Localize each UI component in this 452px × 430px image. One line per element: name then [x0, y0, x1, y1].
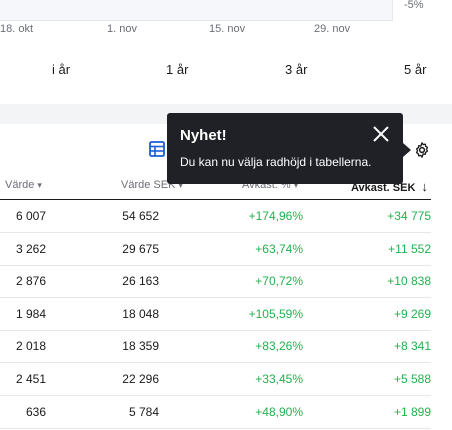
chart-section: -5% 18. okt 1. nov 15. nov 29. nov i år …	[0, 0, 452, 104]
tooltip-body: Du kan nu välja radhöjd i tabellerna.	[180, 155, 372, 169]
period-ytd-button[interactable]: i år	[52, 62, 71, 77]
period-3y-button[interactable]: 3 år	[285, 62, 308, 77]
column-header-label: Avkast. SEK	[351, 182, 416, 194]
chart-plot	[0, 0, 393, 21]
x-tick-label: 18. okt	[0, 23, 34, 35]
column-header-label: Värde	[5, 179, 35, 191]
gear-icon[interactable]	[413, 141, 431, 159]
arrow-down-icon: ↓	[421, 179, 428, 194]
close-icon[interactable]	[371, 124, 391, 144]
x-tick-label: 1. nov	[107, 23, 137, 35]
table-row[interactable]: 2 451 22 296 +33,45% +5 588	[0, 363, 431, 396]
table-cell: +1 899	[393, 404, 431, 419]
column-header-value-sek[interactable]: Värde SEK ▾	[121, 179, 183, 191]
table-cell: +174,96%	[248, 209, 303, 223]
table-cell: 636	[25, 404, 46, 419]
column-header-return-sek[interactable]: Avkast. SEK ↓	[351, 179, 428, 194]
table-cell: +5 588	[393, 372, 431, 386]
table-cell: +63,74%	[255, 241, 303, 256]
table-cell: +8 341	[393, 339, 431, 354]
table-cell: 18 048	[122, 306, 159, 321]
chevron-down-icon: ▾	[293, 180, 299, 190]
table-row[interactable]: 2 018 18 359 +83,26% +8 341	[0, 330, 431, 364]
tooltip-title: Nyhet!	[180, 127, 227, 144]
table-cell: 1 984	[15, 306, 46, 321]
y-axis-label: -5%	[404, 0, 424, 11]
table-cell: 5 784	[128, 404, 159, 419]
table-cell: 3 262	[15, 241, 46, 256]
table-row[interactable]: 6 007 54 652 +174,96% +34 775	[0, 200, 431, 233]
table-row[interactable]: 636 5 784 +48,90% +1 899	[0, 396, 431, 429]
column-header-value[interactable]: Värde ▾	[5, 179, 42, 191]
table-cell: 2 876	[15, 274, 46, 289]
table-cell: +10 838	[387, 274, 431, 289]
table-cell: +105,59%	[248, 306, 303, 321]
table-cell: 6 007	[15, 209, 46, 223]
table-row[interactable]: 1 984 18 048 +105,59% +9 269	[0, 298, 431, 331]
table-layout-icon[interactable]	[149, 141, 165, 157]
x-tick-label: 29. nov	[314, 23, 351, 35]
table-cell: +34 775	[387, 209, 431, 223]
period-5y-button[interactable]: 5 år	[404, 62, 427, 77]
table-cell: 26 163	[122, 274, 159, 289]
table-cell: 54 652	[122, 209, 159, 223]
table-cell: +33,45%	[255, 372, 303, 386]
table-cell: +83,26%	[255, 339, 303, 354]
table-cell: 2 451	[15, 372, 46, 386]
chevron-down-icon: ▾	[37, 180, 42, 190]
period-1y-button[interactable]: 1 år	[166, 62, 189, 77]
table-cell: +11 552	[388, 241, 431, 256]
table-cell: +9 269	[393, 306, 431, 321]
table-cell: 22 296	[122, 372, 159, 386]
table-row[interactable]: 3 262 29 675 +63,74% +11 552	[0, 233, 431, 266]
table-cell: +70,72%	[255, 274, 303, 289]
feature-tooltip: Nyhet! Du kan nu välja radhöjd i tabelle…	[167, 113, 403, 184]
table-row[interactable]: 2 876 26 163 +70,72% +10 838	[0, 265, 431, 299]
table-cell: 2 018	[15, 339, 46, 354]
column-header-label: Värde SEK	[121, 179, 176, 191]
table-cell: 29 675	[122, 241, 159, 256]
table-cell: 18 359	[122, 339, 159, 354]
table-cell: +48,90%	[255, 404, 303, 419]
chevron-down-icon: ▾	[178, 180, 183, 190]
x-tick-label: 15. nov	[209, 23, 246, 35]
tooltip-pointer	[403, 143, 411, 157]
